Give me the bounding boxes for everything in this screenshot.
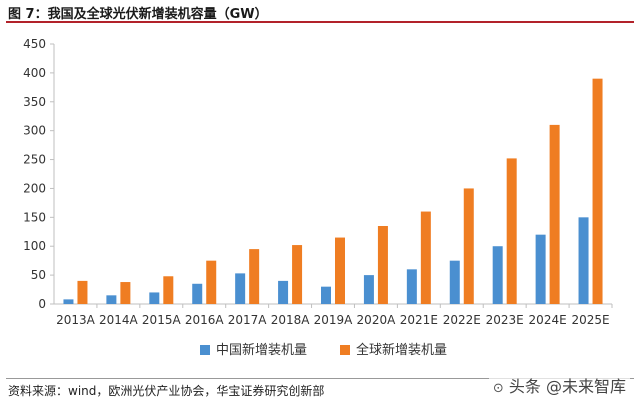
bar-china xyxy=(192,283,203,304)
legend-label-global: 全球新增装机量 xyxy=(356,342,447,358)
x-tick-label: 2017A xyxy=(228,313,268,327)
x-tick-label: 2023E xyxy=(486,313,524,327)
bar-global xyxy=(335,237,345,304)
y-tick-label: 0 xyxy=(38,297,46,311)
x-tick-label: 2016A xyxy=(185,313,225,327)
bar-global xyxy=(77,280,88,304)
watermark-logo-icon: ⊙ xyxy=(492,381,504,396)
y-tick-label: 400 xyxy=(23,66,46,80)
y-tick-label: 150 xyxy=(23,210,46,224)
bar-global xyxy=(506,158,517,304)
x-tick-label: 2014A xyxy=(99,313,139,327)
x-tick-label: 2018A xyxy=(271,313,311,327)
bar-china xyxy=(235,273,246,304)
bar-china xyxy=(63,299,74,304)
x-tick-label: 2015A xyxy=(142,313,182,327)
bar-global xyxy=(420,211,431,304)
bar-global xyxy=(163,276,174,304)
y-tick-label: 250 xyxy=(23,153,46,167)
legend-swatch-china xyxy=(200,345,210,355)
legend-label-china: 中国新增装机量 xyxy=(216,342,307,358)
bar-china xyxy=(363,275,374,304)
bar-china xyxy=(321,286,331,304)
x-tick-label: 2020A xyxy=(357,313,397,327)
bar-china xyxy=(449,260,460,304)
bar-global xyxy=(592,78,603,304)
bar-global xyxy=(120,282,131,304)
bar-global xyxy=(549,124,560,304)
y-tick-label: 200 xyxy=(23,181,46,195)
y-tick-label: 300 xyxy=(23,124,46,138)
x-tick-label: 2013A xyxy=(56,313,96,327)
bar-global xyxy=(206,260,217,304)
title-rule xyxy=(6,21,634,23)
x-tick-label: 2025E xyxy=(571,313,609,327)
bar-global xyxy=(377,226,388,304)
watermark-text: 头条 @未来智库 xyxy=(508,377,626,396)
watermark: ⊙ 头条 @未来智库 xyxy=(488,372,630,398)
source-note: 资料来源：wind，欧洲光伏产业协会，华宝证券研究创新部 xyxy=(8,384,325,398)
x-tick-label: 2022E xyxy=(443,313,481,327)
x-tick-label: 2024E xyxy=(529,313,567,327)
legend-swatch-global xyxy=(340,345,350,355)
bar-china xyxy=(406,269,417,304)
y-tick-label: 50 xyxy=(31,268,46,282)
figure-title: 图 7：我国及全球光伏新增装机容量（GW） xyxy=(8,7,268,22)
bar-china xyxy=(149,292,160,304)
bar-global xyxy=(292,245,303,304)
x-tick-label: 2019A xyxy=(314,313,354,327)
y-tick-label: 100 xyxy=(23,239,46,253)
y-tick-label: 450 xyxy=(23,37,46,51)
bar-global xyxy=(249,249,260,304)
bar-china xyxy=(492,246,503,304)
bar-global xyxy=(463,188,474,304)
bar-china xyxy=(535,234,546,304)
chart-container: 0 50 100 150 200 250 300 350 400 450 2013A 2014A 201… xyxy=(0,24,640,374)
y-tick-label: 350 xyxy=(23,95,46,109)
bar-china xyxy=(578,217,589,304)
x-tick-label: 2021E xyxy=(400,313,438,327)
source-rule xyxy=(6,378,634,379)
bar-china xyxy=(278,280,289,304)
bar-china xyxy=(106,295,117,304)
